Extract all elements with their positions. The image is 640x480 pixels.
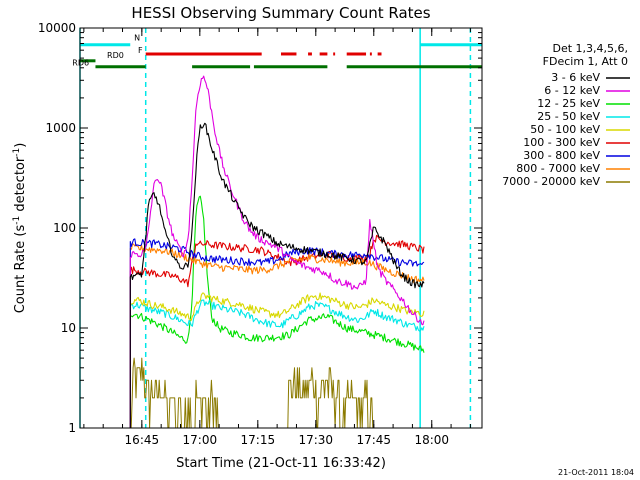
flag-label-f: F <box>138 46 143 55</box>
legend-label-1: 6 - 12 keV <box>544 84 600 97</box>
series-line-1 <box>129 75 425 428</box>
y-axis-label-mid: detector <box>13 156 28 216</box>
flag-label-rd0: RD0 <box>107 51 124 60</box>
flag-label-n: N <box>134 34 140 43</box>
x-tick-label-3: 17:30 <box>298 433 333 447</box>
y-tick-label-2: 100 <box>53 221 76 235</box>
series-layer <box>129 75 425 429</box>
series-line-5 <box>129 234 425 428</box>
series-line-0 <box>129 122 425 428</box>
y-tick-label-3: 1000 <box>45 121 76 135</box>
y-axis-label-close: ) <box>13 143 28 148</box>
y-tick-label-4: 10000 <box>38 21 76 35</box>
series-line-4 <box>129 292 425 428</box>
legend-label-5: 100 - 300 keV <box>523 136 600 149</box>
x-tick-label-0: 16:45 <box>125 433 160 447</box>
x-tick-label-1: 17:00 <box>183 433 218 447</box>
series-line-3 <box>129 299 425 428</box>
legend-label-3: 25 - 50 keV <box>537 110 600 123</box>
series-line-6 <box>129 238 425 428</box>
flag-label-rd6: RD6 <box>72 59 89 68</box>
x-axis-label: Start Time (21-Oct-11 16:33:42) <box>176 456 386 471</box>
series-line-8 <box>130 357 382 429</box>
legend-header-2: FDecim 1, Att 0 <box>543 55 628 68</box>
legend-label-7: 800 - 7000 keV <box>516 162 600 175</box>
legend-label-8: 7000 - 20000 keV <box>502 175 600 188</box>
y-tick-label-0: 1 <box>68 421 76 435</box>
flag-bars: NF RD0 RD6 <box>72 34 482 69</box>
legend-label-0: 3 - 6 keV <box>551 71 600 84</box>
y-axis-label: Count Rate (s-1 detector-1) <box>12 143 28 314</box>
series-line-7 <box>129 243 425 428</box>
x-tick-label-5: 18:00 <box>414 433 449 447</box>
legend-header-1: Det 1,3,4,5,6, <box>552 42 628 55</box>
legend: Det 1,3,4,5,6, FDecim 1, Att 0 3 - 6 keV… <box>502 42 630 188</box>
axes: 16:45 17:00 17:15 17:30 17:45 18:00 1 10 100 1000… <box>38 21 482 447</box>
x-tick-label-4: 17:45 <box>356 433 391 447</box>
legend-label-6: 300 - 800 keV <box>523 149 600 162</box>
legend-label-2: 12 - 25 keV <box>537 97 600 110</box>
y-axis-label-main: Count Rate (s <box>13 225 28 314</box>
legend-label-4: 50 - 100 keV <box>530 123 600 136</box>
generated-timestamp: 21-Oct-2011 18:04 <box>558 468 634 477</box>
chart-title: HESSI Observing Summary Count Rates <box>131 4 430 22</box>
x-tick-label-2: 17:15 <box>241 433 276 447</box>
y-axis-label-sup2: -1 <box>12 148 22 157</box>
y-tick-label-1: 10 <box>61 321 76 335</box>
y-axis-label-sup1: -1 <box>12 216 22 225</box>
series-line-2 <box>129 195 425 428</box>
